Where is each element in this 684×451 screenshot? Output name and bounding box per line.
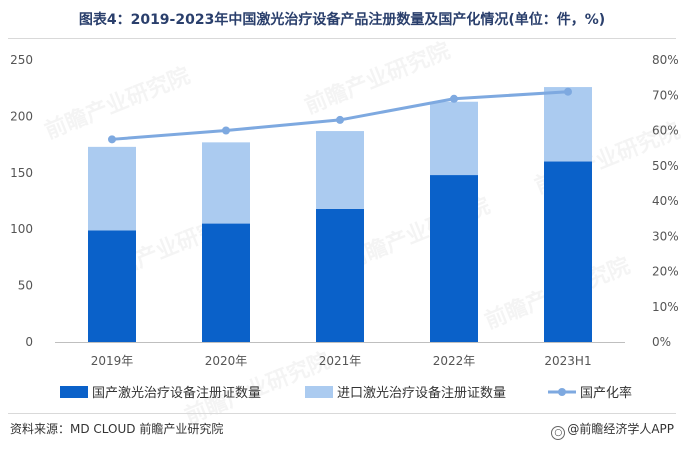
right-axis-tick-label: 60%	[652, 124, 679, 138]
left-axis-tick-label: 250	[10, 53, 33, 67]
left-axis-tick-label: 0	[25, 335, 33, 349]
chart-title: 图表4：2019-2023年中国激光治疗设备产品注册数量及国产化情况(单位：件，…	[78, 12, 606, 28]
credit-note: ○ @前瞻经济学人APP	[551, 420, 674, 440]
right-axis-tick-label: 40%	[652, 194, 679, 208]
right-axis-tick-label: 20%	[652, 265, 679, 279]
rate-point	[564, 87, 572, 96]
watermark-text: 前瞻产业研究院	[41, 63, 194, 145]
left-axis-tick-label: 200	[10, 109, 33, 123]
rate-line-series	[108, 87, 572, 144]
right-axis-tick-label: 70%	[652, 88, 679, 102]
left-axis-ticks: 0 50 100 150 200 250	[10, 53, 33, 349]
legend-label: 进口激光治疗设备注册证数量	[337, 385, 506, 401]
right-axis-tick-label: 30%	[652, 229, 679, 243]
bar-domestic	[202, 223, 250, 342]
bar-imported	[430, 101, 478, 176]
bar-imported	[544, 87, 592, 162]
bar-series	[88, 87, 592, 342]
bar-imported	[316, 131, 364, 209]
x-axis-ticks: 2019年 2020年 2021年 2022年 2023H1	[91, 354, 592, 368]
x-axis-tick-label: 2019年	[91, 354, 134, 368]
footer-divider	[8, 413, 676, 414]
bar-imported	[202, 142, 250, 224]
credit-logo-icon: ○	[551, 426, 566, 440]
legend-swatch	[60, 386, 88, 398]
bar-domestic	[88, 230, 136, 342]
left-axis-tick-label: 100	[10, 222, 33, 236]
bar-domestic	[316, 208, 364, 342]
title-divider	[8, 38, 676, 39]
rate-point	[222, 126, 230, 135]
bar-imported	[88, 146, 136, 231]
source-note: 资料来源：MD CLOUD 前瞻产业研究院	[10, 422, 224, 436]
x-axis-tick-label: 2020年	[205, 354, 248, 368]
legend-label: 国产激光治疗设备注册证数量	[92, 385, 261, 401]
legend-swatch	[305, 386, 333, 398]
rate-point	[336, 115, 344, 124]
x-axis-tick-label: 2023H1	[544, 354, 591, 368]
legend-swatch-marker	[558, 388, 566, 396]
legend: 国产激光治疗设备注册证数量 进口激光治疗设备注册证数量 国产化率	[60, 385, 632, 401]
left-axis-tick-label: 50	[18, 279, 33, 293]
x-axis-tick-label: 2021年	[319, 354, 362, 368]
bar-domestic	[544, 161, 592, 342]
right-axis-tick-label: 10%	[652, 300, 679, 314]
right-axis-ticks: 0% 10% 20% 30% 40% 50% 60% 70% 80%	[652, 53, 679, 349]
right-axis-tick-label: 80%	[652, 53, 679, 67]
rate-point	[450, 94, 458, 103]
legend-label: 国产化率	[580, 385, 632, 401]
credit-text: @前瞻经济学人APP	[567, 422, 674, 436]
bar-domestic	[430, 175, 478, 342]
left-axis-tick-label: 150	[10, 166, 33, 180]
x-axis-tick-label: 2022年	[433, 354, 476, 368]
right-axis-tick-label: 0%	[652, 335, 671, 349]
right-axis-tick-label: 50%	[652, 159, 679, 173]
rate-point	[108, 135, 116, 144]
